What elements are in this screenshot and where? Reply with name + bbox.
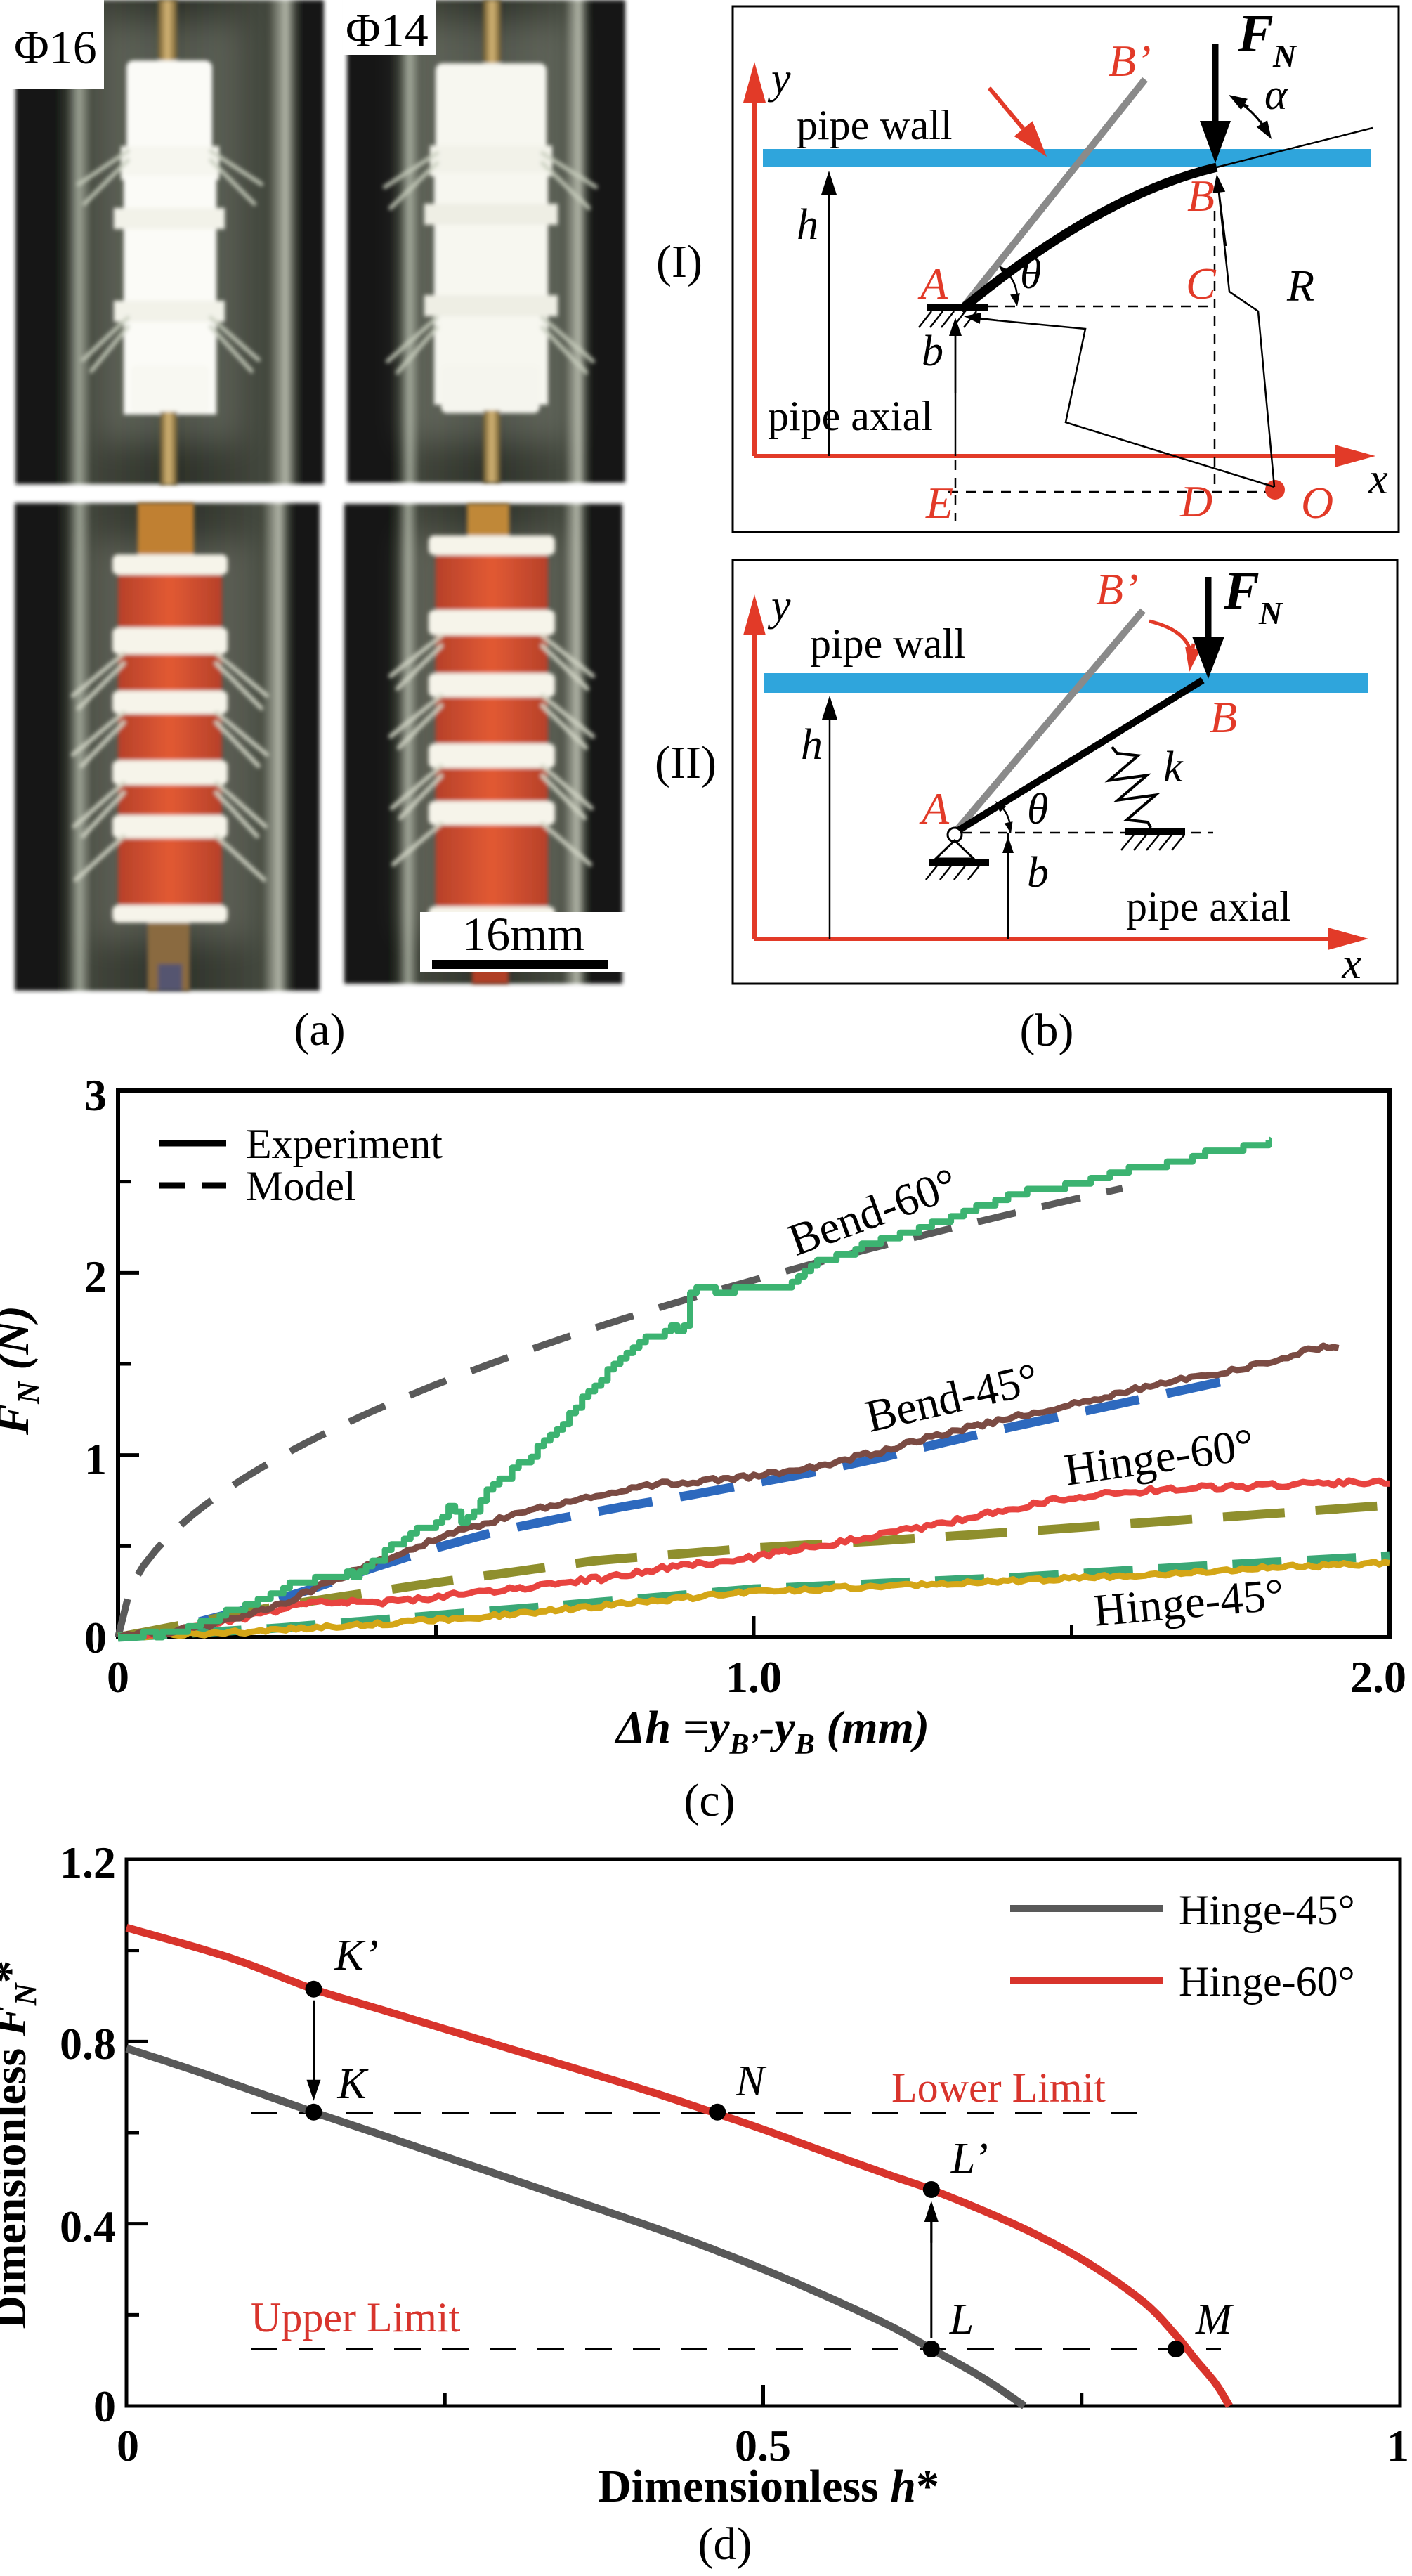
- svg-text:R: R: [1286, 261, 1314, 311]
- svg-text:Hinge-45°: Hinge-45°: [1179, 1887, 1355, 1933]
- svg-text:k: k: [1163, 743, 1184, 791]
- svg-text:Model: Model: [246, 1163, 356, 1209]
- svg-text:b: b: [922, 327, 943, 375]
- svg-text:N: N: [735, 2057, 767, 2105]
- svg-text:F: F: [1237, 4, 1274, 63]
- svg-text:K’: K’: [334, 1932, 379, 1979]
- svg-text:x: x: [1368, 455, 1388, 503]
- svg-text:x: x: [1341, 940, 1361, 988]
- svg-text:1: 1: [84, 1434, 107, 1484]
- svg-text:Hinge-60°: Hinge-60°: [1179, 1958, 1355, 2005]
- svg-text:K: K: [337, 2060, 370, 2108]
- svg-text:θ: θ: [1020, 250, 1041, 298]
- svg-text:h: h: [801, 721, 823, 769]
- svg-text:0: 0: [84, 1613, 107, 1663]
- svg-text:0.8: 0.8: [60, 2019, 116, 2069]
- svg-text:3: 3: [84, 1070, 107, 1120]
- svg-text:N: N: [1272, 38, 1297, 74]
- svg-text:Lower Limit: Lower Limit: [891, 2064, 1106, 2111]
- svg-text:2.0: 2.0: [1350, 1652, 1406, 1702]
- svg-text:(I): (I): [656, 236, 702, 287]
- svg-text:(c): (c): [684, 1775, 735, 1826]
- svg-text:F: F: [1223, 561, 1260, 620]
- svg-text:O: O: [1301, 478, 1333, 528]
- svg-text:2: 2: [84, 1251, 107, 1301]
- svg-text:0: 0: [107, 1652, 129, 1702]
- svg-text:0.4: 0.4: [60, 2201, 116, 2251]
- svg-text:L’: L’: [950, 2135, 988, 2183]
- svg-text:Φ14: Φ14: [346, 4, 429, 57]
- svg-text:b: b: [1027, 849, 1049, 897]
- svg-text:C: C: [1186, 259, 1217, 308]
- svg-text:1.2: 1.2: [60, 1837, 116, 1887]
- svg-text:pipe wall: pipe wall: [797, 102, 953, 148]
- svg-text:Upper Limit: Upper Limit: [251, 2294, 461, 2341]
- svg-text:Δh =yB’-yB (mm): Δh =yB’-yB (mm): [614, 1702, 929, 1761]
- svg-text:α: α: [1264, 71, 1288, 119]
- svg-text:0.5: 0.5: [735, 2421, 791, 2471]
- svg-text:L: L: [949, 2296, 974, 2343]
- svg-text:D: D: [1179, 476, 1212, 526]
- svg-text:0: 0: [117, 2421, 139, 2471]
- svg-text:B: B: [1210, 692, 1237, 742]
- svg-text:M: M: [1195, 2296, 1234, 2343]
- svg-text:pipe wall: pipe wall: [810, 620, 966, 667]
- svg-text:(a): (a): [294, 1004, 345, 1055]
- svg-text:B: B: [1187, 171, 1215, 221]
- svg-text:Dimensionless FN*: Dimensionless FN*: [0, 1960, 43, 2329]
- svg-text:B’: B’: [1096, 564, 1138, 614]
- svg-text:θ: θ: [1027, 786, 1048, 833]
- svg-text:FN (N): FN (N): [0, 1306, 46, 1436]
- svg-text:Experiment: Experiment: [246, 1121, 443, 1167]
- svg-text:h: h: [797, 201, 818, 249]
- svg-text:B’: B’: [1109, 36, 1151, 86]
- svg-text:y: y: [767, 582, 791, 630]
- svg-text:0: 0: [93, 2381, 116, 2431]
- svg-text:pipe axial: pipe axial: [768, 393, 933, 439]
- svg-text:pipe axial: pipe axial: [1126, 883, 1291, 930]
- svg-text:A: A: [917, 259, 948, 308]
- svg-text:(II): (II): [655, 737, 717, 788]
- svg-text:1.0: 1.0: [726, 1652, 782, 1702]
- svg-text:E: E: [925, 478, 953, 528]
- svg-text:y: y: [767, 55, 791, 103]
- svg-text:16mm: 16mm: [462, 907, 584, 961]
- svg-text:(d): (d): [698, 2518, 752, 2570]
- svg-text:A: A: [919, 783, 950, 833]
- svg-text:N: N: [1258, 595, 1283, 631]
- svg-text:(b): (b): [1020, 1005, 1074, 1056]
- svg-text:Φ16: Φ16: [14, 20, 97, 74]
- svg-text:Dimensionless h*: Dimensionless h*: [598, 2461, 939, 2512]
- svg-text:1: 1: [1387, 2421, 1409, 2471]
